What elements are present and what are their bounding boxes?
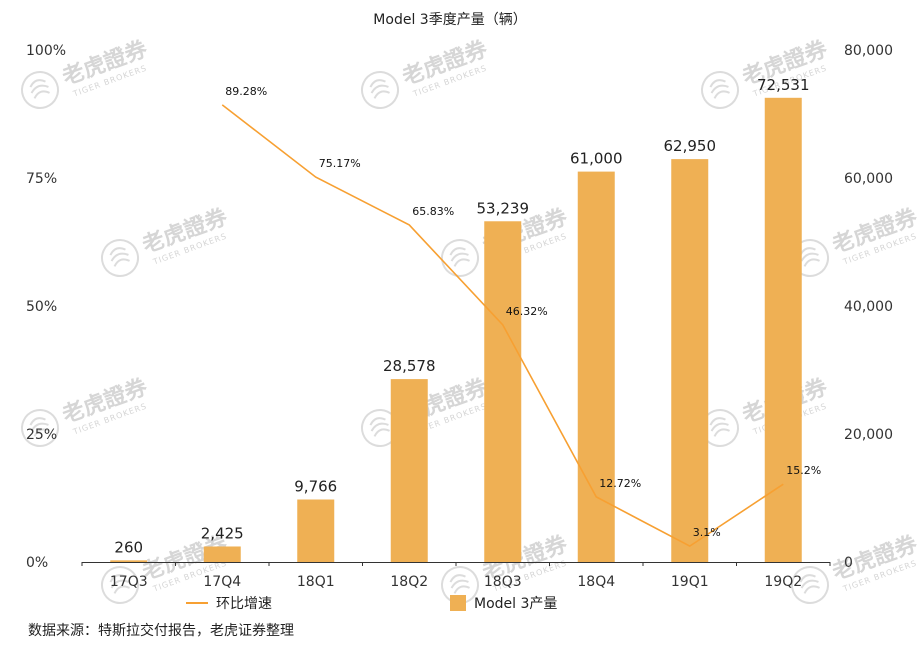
x-axis: 17Q3 17Q4 18Q1 18Q2 18Q3 18Q4 19Q1 19Q2 bbox=[81, 562, 831, 590]
bar-value-label: 53,239 bbox=[477, 199, 530, 217]
x-axis-tick-label: 18Q3 bbox=[484, 574, 522, 590]
watermark-logo-icon bbox=[101, 239, 139, 277]
left-axis-tick-label: 75% bbox=[26, 171, 57, 187]
right-axis-tick-label: 80,000 bbox=[844, 43, 893, 59]
watermark-logo-stripes bbox=[369, 417, 390, 437]
watermark-logo-icon bbox=[441, 239, 479, 277]
source-note: 数据来源：特斯拉交付报告，老虎证券整理 bbox=[28, 622, 294, 639]
line-series bbox=[221, 104, 784, 548]
line-value-labels: 89.28% 75.17% 65.83% 46.32% 12.72% 3.1% 15.2% bbox=[225, 85, 821, 539]
legend: 环比增速 Model 3产量 bbox=[186, 595, 557, 612]
line-value-label: 12.72% bbox=[599, 477, 641, 490]
bar bbox=[671, 159, 709, 562]
watermark-logo-icon bbox=[701, 71, 739, 109]
legend-bar-label: Model 3产量 bbox=[474, 596, 557, 612]
chart-title: Model 3季度产量（辆） bbox=[373, 12, 526, 28]
watermark-logo-stripes bbox=[369, 79, 390, 99]
bar-value-labels: 260 2,425 9,766 28,578 53,239 61,000 62,950 72,… bbox=[114, 76, 809, 557]
bar-value-label: 2,425 bbox=[201, 524, 244, 542]
bar-series bbox=[110, 97, 802, 563]
bar-value-label: 260 bbox=[114, 538, 143, 556]
watermark-logo-stripes bbox=[449, 574, 470, 594]
line-value-label: 89.28% bbox=[225, 85, 267, 98]
left-axis-tick-label: 25% bbox=[26, 427, 57, 443]
right-y-axis: 0 20,000 40,000 60,000 80,000 bbox=[844, 43, 893, 571]
watermark-logo-icon bbox=[791, 566, 829, 604]
legend-line-label: 环比增速 bbox=[216, 596, 272, 612]
watermark-logo-icon bbox=[21, 409, 59, 447]
right-axis-tick-label: 20,000 bbox=[844, 427, 893, 443]
x-axis-tick-label: 19Q2 bbox=[764, 574, 802, 590]
watermark-logo-icon bbox=[101, 566, 139, 604]
watermark-logo-icon bbox=[21, 71, 59, 109]
watermark-logo-stripes bbox=[29, 417, 50, 437]
x-axis-tick-label: 18Q4 bbox=[577, 574, 615, 590]
bar-value-label: 61,000 bbox=[570, 150, 623, 168]
bar-value-label: 72,531 bbox=[757, 76, 810, 94]
watermark-logo-icon bbox=[441, 566, 479, 604]
right-axis-tick-label: 0 bbox=[844, 555, 853, 571]
watermark-logo-stripes bbox=[799, 574, 820, 594]
x-axis-tick-label: 17Q4 bbox=[203, 574, 241, 590]
x-axis-tick-label: 18Q1 bbox=[297, 574, 335, 590]
line-value-label: 75.17% bbox=[319, 157, 361, 170]
bar-value-label: 9,766 bbox=[294, 477, 337, 495]
left-y-axis: 0% 25% 50% 75% 100% bbox=[26, 43, 66, 571]
watermark-logo-stripes bbox=[709, 417, 730, 437]
watermark-logo-stripes bbox=[109, 247, 130, 267]
watermark-logo-stripes bbox=[29, 79, 50, 99]
line-value-label: 46.32% bbox=[506, 305, 548, 318]
bar bbox=[484, 221, 522, 563]
left-axis-tick-label: 0% bbox=[26, 555, 48, 571]
bar bbox=[203, 546, 241, 562]
x-axis-tick-label: 18Q2 bbox=[390, 574, 428, 590]
bar-value-label: 28,578 bbox=[383, 357, 436, 375]
line-value-label: 15.2% bbox=[786, 464, 821, 477]
bar bbox=[390, 379, 428, 562]
watermark-logo-stripes bbox=[109, 574, 130, 594]
left-axis-tick-label: 100% bbox=[26, 43, 66, 59]
watermark-logo-stripes bbox=[709, 79, 730, 99]
legend-bar-swatch bbox=[450, 595, 466, 611]
bar bbox=[110, 560, 148, 562]
line-value-label: 65.83% bbox=[412, 205, 454, 218]
watermark-logo-stripes bbox=[449, 247, 470, 267]
bar bbox=[297, 499, 335, 562]
line-value-label: 3.1% bbox=[693, 526, 721, 539]
left-axis-tick-label: 50% bbox=[26, 299, 57, 315]
right-axis-tick-label: 40,000 bbox=[844, 299, 893, 315]
watermark-logo-icon bbox=[361, 71, 399, 109]
bar-value-label: 62,950 bbox=[664, 137, 717, 155]
right-axis-tick-label: 60,000 bbox=[844, 171, 893, 187]
x-axis-tick-label: 19Q1 bbox=[671, 574, 709, 590]
x-axis-tick-label: 17Q3 bbox=[110, 574, 148, 590]
